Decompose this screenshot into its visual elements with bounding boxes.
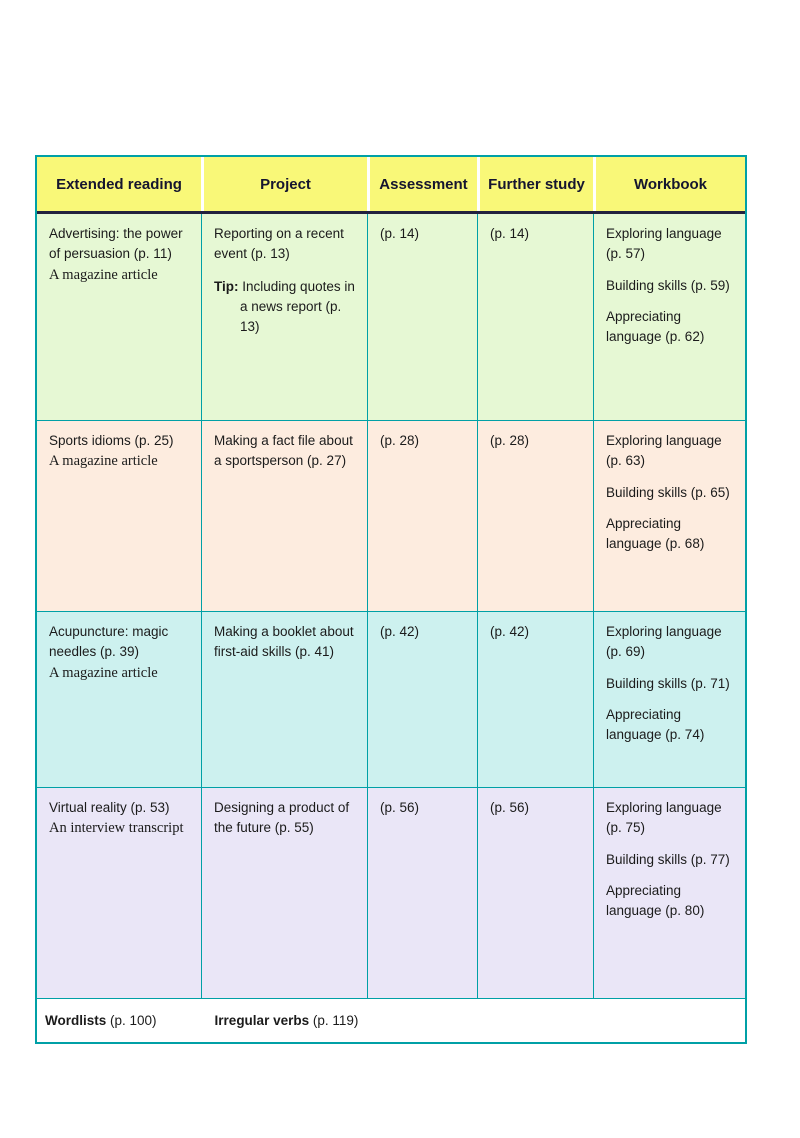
further-study-page: (p. 42) bbox=[490, 624, 530, 639]
workbook-cell: Exploring language (p. 63) Building skil… bbox=[593, 421, 745, 611]
workbook-item: Building skills (p. 59) bbox=[606, 277, 730, 293]
header-cell-further-study: Further study bbox=[477, 157, 593, 211]
tip-text: Including quotes in a news report (p. 13… bbox=[240, 278, 355, 335]
wordlists-entry: Wordlists (p. 100) bbox=[45, 1013, 157, 1028]
workbook-cell: Exploring language (p. 57) Building skil… bbox=[593, 214, 745, 420]
assessment-cell: (p. 56) bbox=[367, 788, 477, 998]
workbook-item: Building skills (p. 77) bbox=[606, 851, 730, 867]
workbook-item: Appreciating language (p. 74) bbox=[606, 706, 705, 742]
project-tip: Tip: Including quotes in a news report (… bbox=[214, 277, 357, 338]
table-row: Acupuncture: magic needles (p. 39) A mag… bbox=[37, 611, 745, 787]
assessment-page: (p. 28) bbox=[380, 433, 420, 448]
further-study-cell: (p. 56) bbox=[477, 788, 593, 998]
assessment-page: (p. 14) bbox=[380, 226, 420, 241]
workbook-item: Exploring language (p. 69) bbox=[606, 624, 722, 660]
workbook-item: Appreciating language (p. 62) bbox=[606, 308, 705, 344]
irregular-verbs-entry: Irregular verbs (p. 119) bbox=[215, 1013, 359, 1028]
header-cell-assessment: Assessment bbox=[367, 157, 477, 211]
assessment-cell: (p. 28) bbox=[367, 421, 477, 611]
irregular-verbs-label: Irregular verbs bbox=[214, 1013, 310, 1028]
further-study-cell: (p. 28) bbox=[477, 421, 593, 611]
assessment-cell: (p. 42) bbox=[367, 612, 477, 787]
table-row: Advertising: the power of persuasion (p.… bbox=[37, 214, 745, 420]
workbook-item: Building skills (p. 71) bbox=[606, 675, 730, 691]
project-cell: Reporting on a recent event (p. 13) Tip:… bbox=[201, 214, 367, 420]
project-text: Reporting on a recent event (p. 13) bbox=[214, 226, 344, 262]
project-cell: Making a booklet about first-aid skills … bbox=[201, 612, 367, 787]
contents-table: Extended reading Project Assessment Furt… bbox=[35, 155, 747, 1044]
workbook-item: Appreciating language (p. 68) bbox=[606, 515, 705, 551]
header-cell-project: Project bbox=[201, 157, 367, 211]
header-row: Extended reading Project Assessment Furt… bbox=[37, 157, 745, 214]
workbook-item: Appreciating language (p. 80) bbox=[606, 882, 705, 918]
wordlists-page: (p. 100) bbox=[106, 1013, 157, 1028]
workbook-cell: Exploring language (p. 69) Building skil… bbox=[593, 612, 745, 787]
further-study-page: (p. 56) bbox=[490, 800, 530, 815]
project-text: Designing a product of the future (p. 55… bbox=[214, 800, 350, 836]
project-cell: Making a fact file about a sportsperson … bbox=[201, 421, 367, 611]
extended-reading-cell: Virtual reality (p. 53) An interview tra… bbox=[37, 788, 201, 998]
extended-reading-cell: Advertising: the power of persuasion (p.… bbox=[37, 214, 201, 420]
project-text: Making a booklet about first-aid skills … bbox=[214, 624, 354, 660]
tip-label: Tip: bbox=[214, 278, 239, 294]
workbook-item: Exploring language (p. 57) bbox=[606, 226, 722, 262]
reading-title: Advertising: the power of persuasion (p.… bbox=[49, 226, 183, 262]
assessment-cell: (p. 14) bbox=[367, 214, 477, 420]
reading-genre: A magazine article bbox=[49, 664, 158, 681]
header-cell-workbook: Workbook bbox=[593, 157, 745, 211]
further-study-cell: (p. 14) bbox=[477, 214, 593, 420]
wordlists-label: Wordlists bbox=[45, 1013, 107, 1028]
header-cell-extended-reading: Extended reading bbox=[56, 175, 182, 193]
extended-reading-cell: Acupuncture: magic needles (p. 39) A mag… bbox=[37, 612, 201, 787]
assessment-page: (p. 56) bbox=[380, 800, 420, 815]
further-study-cell: (p. 42) bbox=[477, 612, 593, 787]
project-text: Making a fact file about a sportsperson … bbox=[214, 433, 353, 469]
reading-title: Acupuncture: magic needles (p. 39) bbox=[49, 624, 169, 660]
table-row: Sports idioms (p. 25) A magazine article… bbox=[37, 420, 745, 611]
reading-title: Virtual reality (p. 53) bbox=[49, 800, 170, 815]
reading-genre: An interview transcript bbox=[49, 820, 184, 837]
workbook-item: Exploring language (p. 75) bbox=[606, 800, 722, 836]
reading-genre: A magazine article bbox=[49, 453, 158, 470]
table-row: Virtual reality (p. 53) An interview tra… bbox=[37, 787, 745, 998]
footer-row: Wordlists (p. 100) Irregular verbs (p. 1… bbox=[37, 998, 745, 1042]
reading-title: Sports idioms (p. 25) bbox=[49, 433, 174, 448]
assessment-page: (p. 42) bbox=[380, 624, 420, 639]
reading-genre: A magazine article bbox=[49, 266, 158, 283]
workbook-cell: Exploring language (p. 75) Building skil… bbox=[593, 788, 745, 998]
further-study-page: (p. 28) bbox=[490, 433, 530, 448]
project-cell: Designing a product of the future (p. 55… bbox=[201, 788, 367, 998]
workbook-item: Exploring language (p. 63) bbox=[606, 433, 722, 469]
further-study-page: (p. 14) bbox=[490, 226, 530, 241]
extended-reading-cell: Sports idioms (p. 25) A magazine article bbox=[37, 421, 201, 611]
workbook-item: Building skills (p. 65) bbox=[606, 484, 730, 500]
irregular-verbs-page: (p. 119) bbox=[309, 1013, 359, 1028]
